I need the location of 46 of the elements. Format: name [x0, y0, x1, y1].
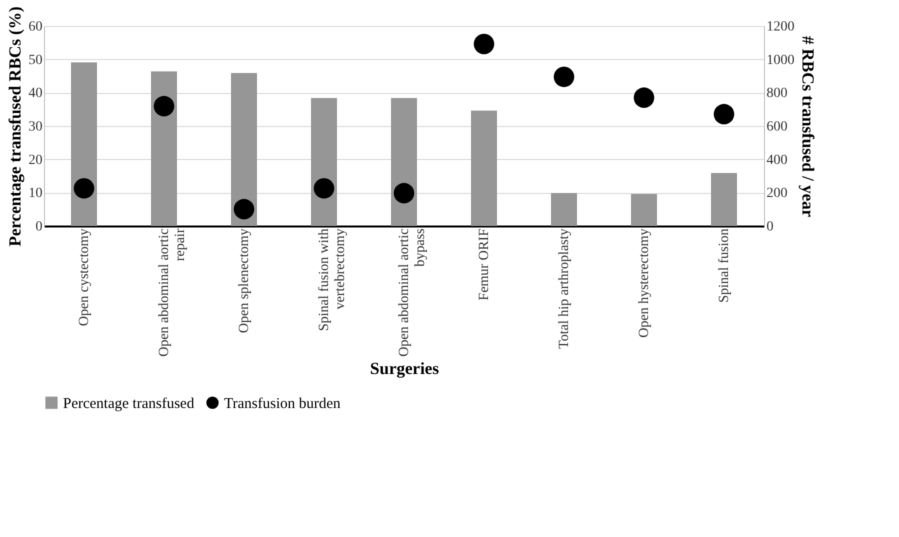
point [474, 34, 494, 54]
point [394, 182, 414, 204]
x-tick-label: Total hip arthroplasty [557, 228, 572, 349]
y2-tick-label: 600 [766, 120, 788, 134]
y2-axis-title: # RBCs transfused / year [798, 36, 818, 218]
y-tick-label: 40 [28, 86, 42, 102]
bar [71, 62, 97, 226]
x-tick-label: Open abdominal aortic bypass [397, 228, 428, 357]
y2-tick-label: 1200 [766, 20, 794, 34]
point [314, 178, 334, 199]
y-tick-label: 60 [28, 20, 42, 34]
point [714, 104, 734, 124]
bar [471, 110, 497, 226]
y2-tick-label: 400 [766, 152, 788, 168]
point [154, 96, 174, 116]
bar [631, 194, 657, 226]
bar [551, 193, 577, 226]
bar [231, 73, 257, 226]
y-tick-label: 20 [28, 152, 42, 168]
bar [711, 173, 737, 226]
point [634, 87, 654, 108]
y2-tick-label: 200 [766, 186, 788, 202]
y-tick-label: 30 [28, 120, 42, 134]
x-tick-label: Spinal fusion with vertebrectomy [317, 228, 348, 332]
y-tick-label: 10 [28, 186, 42, 202]
y-tick-label: 50 [28, 52, 42, 68]
x-tick-label: Open abdominal aortic repair [157, 228, 188, 357]
legend-label: Transfusion burden [224, 396, 342, 412]
y2-tick-label: 1000 [766, 52, 794, 68]
x-tick-label: Femur ORIF [477, 228, 492, 300]
x-tick-label: Open hysterectomy [637, 228, 652, 338]
bar [311, 98, 337, 226]
y-axis-title: Percentage transfused RBCs (%) [6, 6, 24, 247]
legend-label: Percentage transfused [63, 396, 195, 412]
bar [391, 98, 417, 226]
point [554, 66, 574, 88]
y2-tick-label: 0 [766, 220, 774, 234]
x-axis-title: Surgeries [370, 358, 440, 378]
point [74, 178, 94, 199]
bar [151, 71, 177, 226]
y2-tick-label: 800 [766, 86, 788, 102]
x-tick-label: Spinal fusion [717, 228, 732, 303]
point [234, 198, 254, 220]
x-tick-label: Open cystectomy [77, 228, 92, 326]
x-tick-label: Open splenectomy [237, 228, 252, 334]
y-tick-label: 0 [36, 220, 42, 234]
